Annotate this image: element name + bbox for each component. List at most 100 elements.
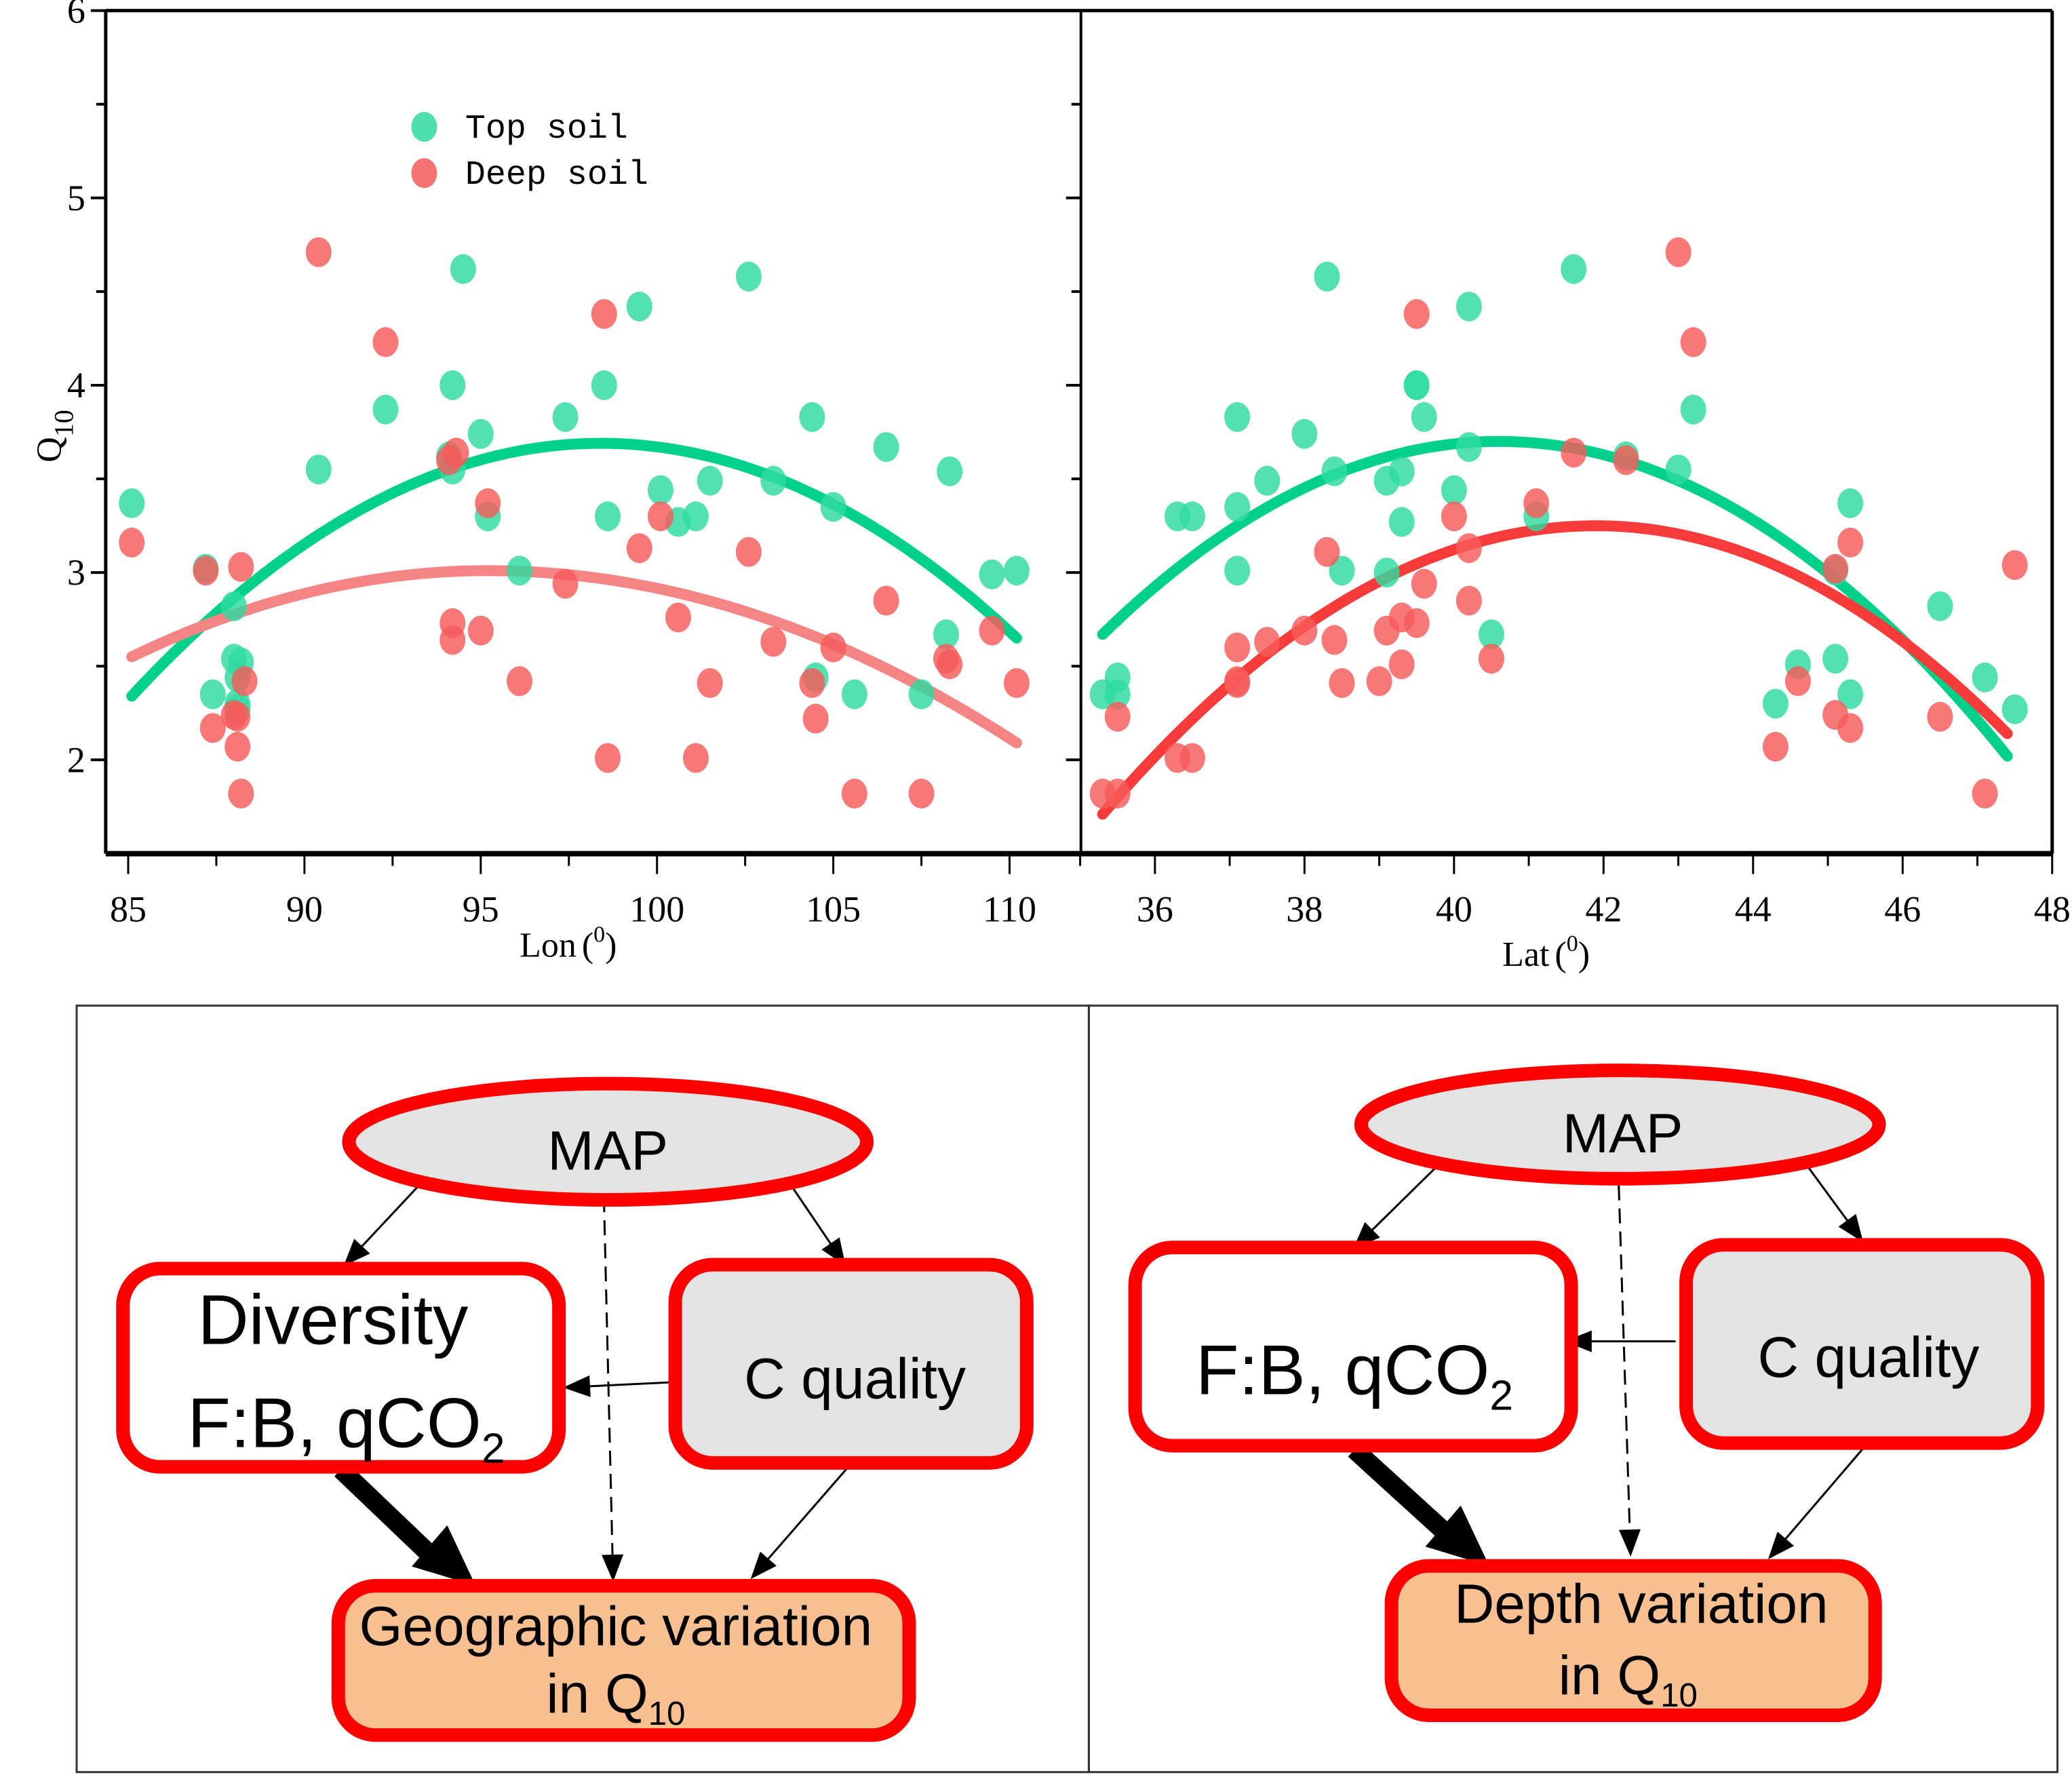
node-map-label: MAP: [547, 1120, 668, 1182]
data-point-deep-soil: [1561, 437, 1587, 468]
data-point-deep-soil: [1784, 666, 1811, 697]
data-point-deep-soil: [1837, 713, 1864, 743]
arrow-map-to-cquality: [1804, 1162, 1852, 1226]
data-point-top-soil: [1403, 370, 1430, 400]
data-point-deep-soil: [372, 327, 399, 357]
node-outcome-line2-sub: 10: [1660, 1677, 1698, 1714]
data-point-deep-soil: [1822, 553, 1849, 584]
data-point-deep-soil: [193, 555, 219, 586]
data-point-top-soil: [1254, 465, 1281, 496]
data-point-top-soil: [1455, 291, 1482, 321]
data-point-top-soil: [979, 559, 1005, 589]
y-axis-title-text: Q: [31, 437, 69, 463]
arrow-map-to-microbial: [357, 1183, 421, 1251]
data-point-deep-soil: [1403, 608, 1430, 638]
data-point-deep-soil: [1224, 668, 1251, 699]
arrow-map-to-cquality-head: [1838, 1213, 1864, 1243]
data-point-deep-soil: [735, 537, 762, 567]
data-point-top-soil: [1329, 555, 1355, 586]
data-point-top-soil: [1003, 555, 1030, 586]
x-tick-label: 105: [806, 889, 861, 930]
x-axis-unit-close: ): [1578, 935, 1590, 974]
data-point-deep-soil: [1665, 237, 1692, 267]
node-cquality-label-text: C quality: [1758, 1325, 1980, 1389]
data-point-deep-soil: [1837, 527, 1864, 558]
arrow-microbial-to-outcome: [334, 1462, 436, 1561]
legend: Top soil Deep soil: [411, 110, 648, 195]
data-point-deep-soil: [1411, 568, 1437, 599]
x-tick-label: 46: [1884, 889, 1921, 930]
data-point-top-soil: [372, 394, 399, 425]
data-point-top-soil: [682, 501, 709, 532]
arrow-microbial-to-outcome: [1348, 1442, 1450, 1538]
data-point-top-soil: [1411, 402, 1437, 432]
data-point-deep-soil: [979, 615, 1005, 646]
node-outcome: [1384, 1559, 1882, 1722]
data-point-deep-soil: [1613, 445, 1639, 475]
node-map: [1354, 1064, 1886, 1186]
y-tick-label: 5: [67, 178, 85, 218]
data-point-deep-soil: [647, 501, 673, 532]
fit-curve-top-soil: [126, 437, 1022, 702]
data-point-deep-soil: [591, 298, 617, 329]
chart-panel-right: 36 38 40 42 44 46 48 Lat (0): [1066, 9, 2071, 974]
fit-curve-deep-soil: [1097, 520, 2013, 820]
data-point-top-soil: [594, 501, 621, 532]
data-point-top-soil: [1455, 432, 1482, 463]
node-outcome-line1: Depth variation: [1454, 1574, 1829, 1635]
data-point-deep-soil: [439, 625, 466, 655]
arrow-cquality-to-outcome: [764, 1466, 849, 1564]
diagram-left: MAP Diversity F:B, qCO2 C quality Geographic…: [75, 1004, 1090, 1774]
data-point-top-soil: [799, 402, 825, 432]
x-axis-unit-open: (: [582, 926, 593, 965]
data-point-top-soil: [937, 456, 963, 486]
data-point-deep-soil: [2001, 550, 2028, 581]
data-point-top-soil: [450, 254, 476, 284]
data-point-deep-soil: [1321, 625, 1348, 655]
data-point-deep-soil: [1329, 668, 1355, 699]
legend-label: Deep soil: [465, 156, 648, 195]
y-tick-label: 3: [67, 552, 85, 593]
data-point-top-soil: [626, 291, 652, 321]
data-point-top-soil: [199, 679, 226, 709]
data-point-top-soil: [1314, 261, 1340, 292]
data-point-deep-soil: [1104, 779, 1131, 809]
data-point-deep-soil: [841, 779, 867, 809]
node-microbial: [116, 1262, 566, 1474]
x-tick-label: 36: [1137, 889, 1173, 930]
data-point-deep-soil: [224, 731, 251, 762]
data-point-top-soil: [1561, 254, 1587, 284]
arrow-cquality-to-microbial-head: [1564, 1330, 1592, 1352]
data-point-top-soil: [220, 591, 247, 621]
node-outcome-line2-text: in Q: [546, 1663, 648, 1725]
x-tick-label: 90: [286, 889, 323, 930]
data-point-deep-soil: [1388, 649, 1415, 680]
x-tick-label: 110: [983, 889, 1036, 930]
data-point-deep-soil: [1523, 488, 1550, 518]
legend-marker: [411, 158, 437, 189]
data-point-top-soil: [697, 465, 723, 496]
data-point-deep-soil: [1179, 743, 1205, 773]
data-point-top-soil: [1291, 418, 1318, 449]
data-point-deep-soil: [937, 649, 963, 680]
data-point-top-soil: [305, 454, 332, 485]
legend-label: Top soil: [465, 110, 628, 149]
data-point-deep-soil: [682, 743, 709, 773]
data-point-deep-soil: [626, 533, 652, 564]
x-axis-unit-open: (: [1555, 935, 1566, 974]
data-point-deep-soil: [506, 666, 532, 697]
data-point-deep-soil: [802, 703, 829, 734]
data-point-deep-soil: [467, 615, 494, 646]
data-point-top-soil: [647, 475, 673, 505]
data-point-top-soil: [1972, 662, 1998, 693]
data-point-deep-soil: [1003, 668, 1030, 699]
node-map: [342, 1076, 874, 1207]
data-point-top-soil: [1441, 475, 1467, 505]
y-tick-label: 2: [67, 739, 85, 780]
node-outcome: [331, 1579, 916, 1742]
data-point-deep-soil: [1366, 666, 1392, 697]
node-map-label-text: MAP: [547, 1120, 668, 1182]
data-point-top-soil: [1224, 555, 1251, 586]
